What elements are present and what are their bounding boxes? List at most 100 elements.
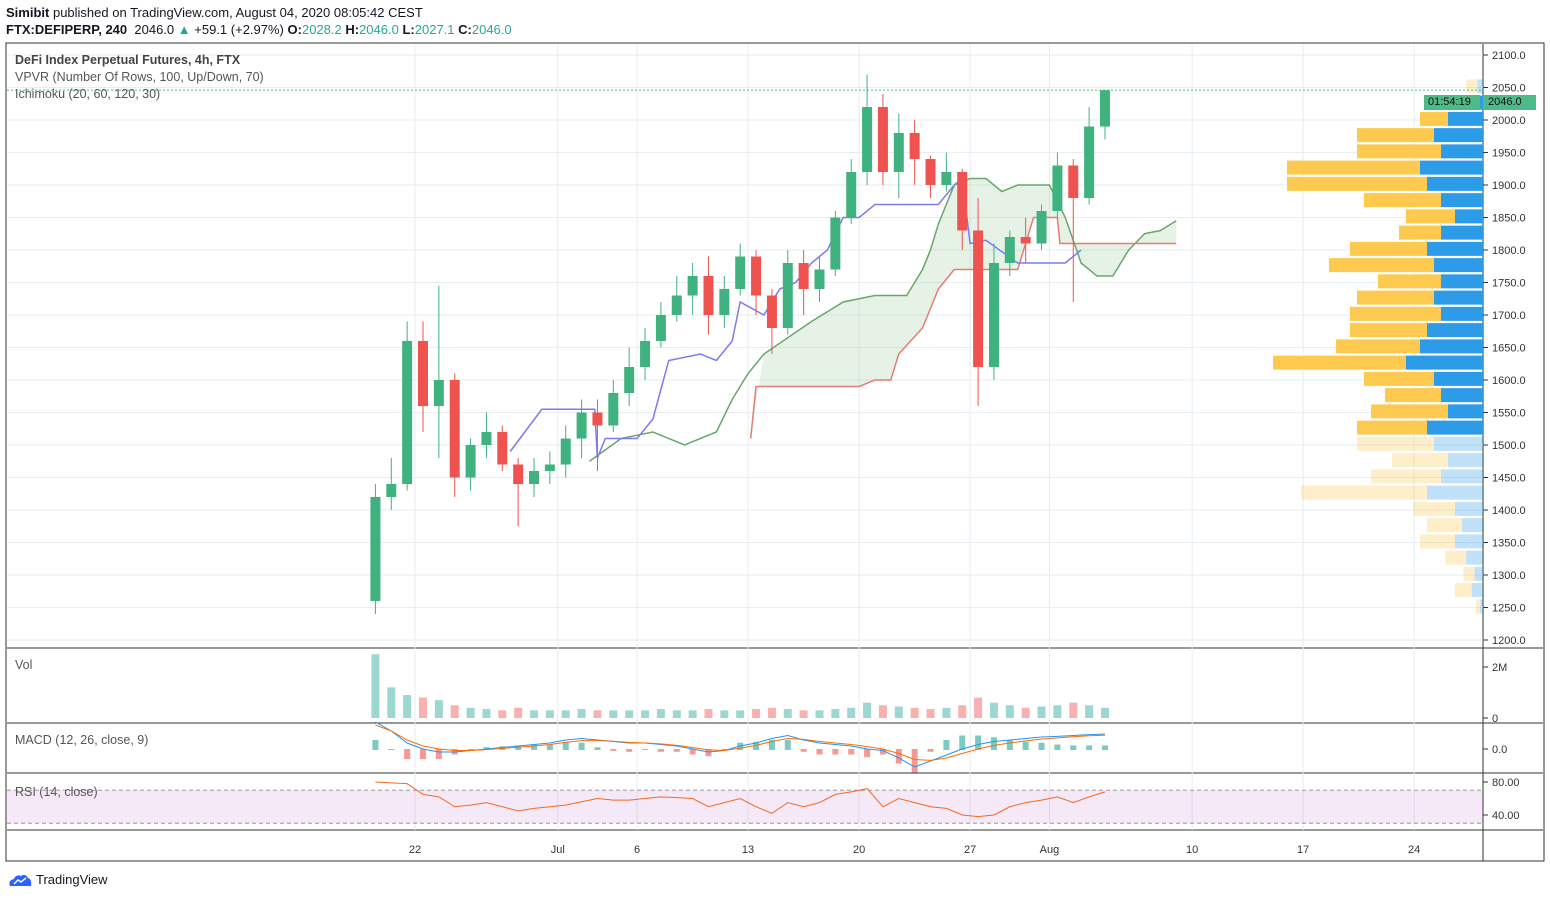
candle-body <box>893 133 904 172</box>
high-label: H: <box>345 22 360 37</box>
candle-body <box>687 276 698 296</box>
chart-frame <box>5 42 1545 862</box>
macd-histogram-bar <box>531 744 538 750</box>
candle-body <box>925 159 936 185</box>
vpvr-down-bar <box>1378 274 1441 289</box>
ichimoku-span-a <box>589 177 1177 462</box>
macd-histogram-bar <box>467 749 474 750</box>
vpvr-down-bar <box>1350 241 1427 256</box>
vpvr-down-bar <box>1406 209 1455 224</box>
vpvr-down-bar <box>1371 404 1448 419</box>
candle-body <box>370 497 381 601</box>
vpvr-up-bar <box>1448 111 1483 126</box>
candle-body <box>576 412 587 439</box>
symbol: FTX:DEFIPERP, 240 <box>6 22 128 37</box>
vpvr-down-bar <box>1350 306 1441 321</box>
bar-countdown: 01:54:19 <box>1424 95 1480 110</box>
volume-bar <box>894 706 903 718</box>
vpvr-up-bar <box>1441 144 1483 159</box>
volume-bar <box>450 705 459 718</box>
volume-bar <box>1053 705 1062 718</box>
macd-histogram-bar <box>562 741 569 750</box>
y-tick-label: 1450.0 <box>1492 473 1526 485</box>
volume-bar <box>466 707 475 718</box>
vpvr-up-bar <box>1434 128 1483 143</box>
volume-bar <box>736 710 745 718</box>
vpvr-down-bar <box>1336 339 1420 354</box>
y-tick-label: 1850.0 <box>1492 213 1526 225</box>
y-tick-label: 2100.0 <box>1492 50 1526 62</box>
vpvr-up-bar <box>1434 371 1483 386</box>
vpvr-down-bar <box>1357 290 1434 305</box>
vpvr-down-bar <box>1301 485 1427 500</box>
x-tick-label: Aug <box>1040 844 1060 856</box>
vpvr-up-bar <box>1471 583 1483 598</box>
publish-info: Simibit published on TradingView.com, Au… <box>6 5 423 20</box>
x-tick-label: 13 <box>742 844 754 856</box>
legend-rsi[interactable]: RSI (14, close) <box>15 785 98 799</box>
volume-bar <box>1069 702 1078 718</box>
volume-bar <box>387 687 396 718</box>
legend-ichimoku[interactable]: Ichimoku (20, 60, 120, 30) <box>15 87 161 101</box>
macd-histogram-bar <box>975 735 982 750</box>
macd-histogram-bar <box>832 749 839 755</box>
candle-body <box>592 412 603 426</box>
candle-body <box>909 133 920 159</box>
volume-bar <box>767 707 776 718</box>
vpvr-up-bar <box>1420 160 1483 175</box>
volume-bar <box>799 710 808 718</box>
low-value: 2027.1 <box>414 22 455 37</box>
open-value: 2028.2 <box>301 22 342 37</box>
vpvr-up-bar <box>1434 258 1483 273</box>
publisher[interactable]: Simibit <box>6 5 50 20</box>
macd-histogram-bar <box>372 740 379 750</box>
macd-histogram-bar <box>990 737 997 750</box>
candle-body <box>782 263 793 328</box>
volume-bar <box>482 709 491 718</box>
macd-histogram-bar <box>784 740 791 750</box>
macd-histogram-bar <box>657 749 664 752</box>
vpvr-down-bar <box>1357 436 1434 451</box>
candle-body <box>1052 165 1063 211</box>
y-tick-label: 1250.0 <box>1492 603 1526 615</box>
candle-body <box>846 172 857 218</box>
y-tick-label: 2050.0 <box>1492 83 1526 95</box>
volume-bar <box>1021 707 1030 718</box>
open-label: O: <box>287 22 302 37</box>
x-tick-label: 10 <box>1186 844 1198 856</box>
vpvr-down-bar <box>1287 160 1420 175</box>
y-tick-label: 1550.0 <box>1492 408 1526 420</box>
volume-bar <box>910 707 919 718</box>
vpvr-down-bar <box>1427 518 1462 533</box>
vpvr-up-bar <box>1441 388 1483 403</box>
volume-bar <box>656 709 665 718</box>
symbol-info: FTX:DEFIPERP, 240 2046.0 ▲ +59.1 (+2.97%… <box>6 22 512 37</box>
volume-bar <box>720 710 729 718</box>
legend-macd[interactable]: MACD (12, 26, close, 9) <box>15 733 149 747</box>
x-tick-label: 6 <box>634 844 640 856</box>
footer-brand: TradingView <box>36 872 108 887</box>
macd-histogram-bar <box>864 749 871 758</box>
macd-histogram-bar <box>943 740 950 750</box>
y-tick-label: 1300.0 <box>1492 570 1526 582</box>
macd-histogram-bar <box>816 749 823 755</box>
vpvr-down-bar <box>1413 501 1455 516</box>
volume-bar <box>1037 706 1046 718</box>
tradingview-logo[interactable]: TradingView <box>8 872 108 887</box>
macd-tick-label: 0.0 <box>1492 744 1507 756</box>
rsi-band <box>7 790 1483 824</box>
vpvr-down-bar <box>1350 323 1427 338</box>
volume-bar <box>878 705 887 718</box>
volume-bar <box>371 654 380 718</box>
candle-body <box>544 464 555 471</box>
vpvr-down-bar <box>1392 453 1448 468</box>
candle-body <box>560 438 571 465</box>
macd-histogram-bar <box>705 749 712 757</box>
legend-vpvr[interactable]: VPVR (Number Of Rows, 100, Up/Down, 70) <box>15 70 264 84</box>
legend-vol[interactable]: Vol <box>15 658 33 672</box>
close-value: 2046.0 <box>471 22 512 37</box>
macd-histogram-bar <box>1101 745 1108 750</box>
macd-histogram-bar <box>594 747 601 750</box>
published-text: published on TradingView.com, August 04,… <box>52 5 423 20</box>
